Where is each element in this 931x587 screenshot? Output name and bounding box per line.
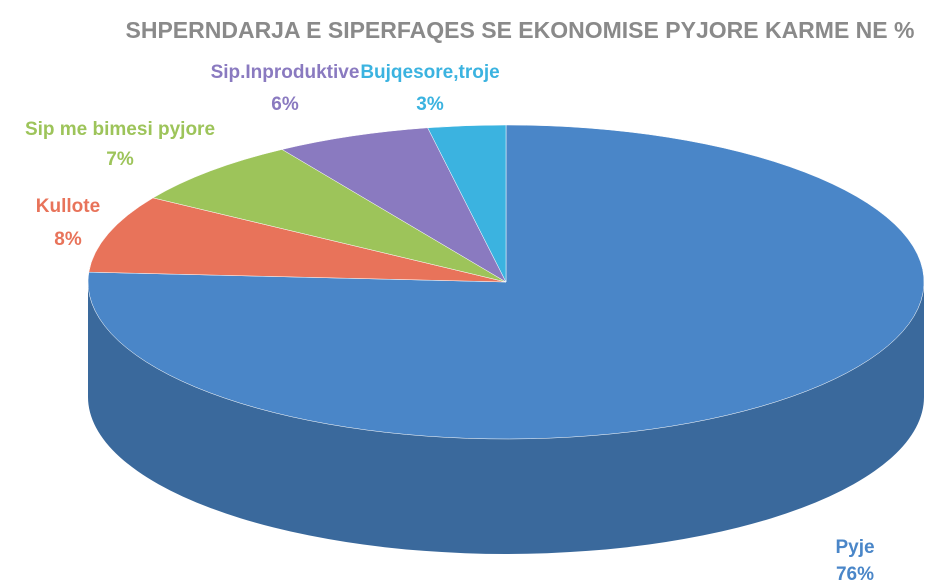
slice-label: Kullote [36,196,100,217]
slice-value-label: 7% [106,149,134,170]
slice-label: Bujqesore,troje [360,62,499,83]
chart-title: SHPERNDARJA E SIPERFAQES SE EKONOMISE PY… [126,17,915,43]
slice-value-label: 8% [54,229,82,250]
pie-slice [427,124,507,283]
slice-value-label: 6% [271,94,299,115]
slice-value-label: 76% [836,564,874,585]
pie-slice [88,197,507,283]
pie-side [88,282,924,554]
pie-slice [281,127,507,283]
pie-slice [152,149,507,283]
slice-label: Pyje [835,537,874,558]
slice-label: Sip me bimesi pyjore [25,119,215,140]
slice-label: Sip.Inproduktive [211,62,360,83]
slice-value-label: 3% [416,94,444,115]
